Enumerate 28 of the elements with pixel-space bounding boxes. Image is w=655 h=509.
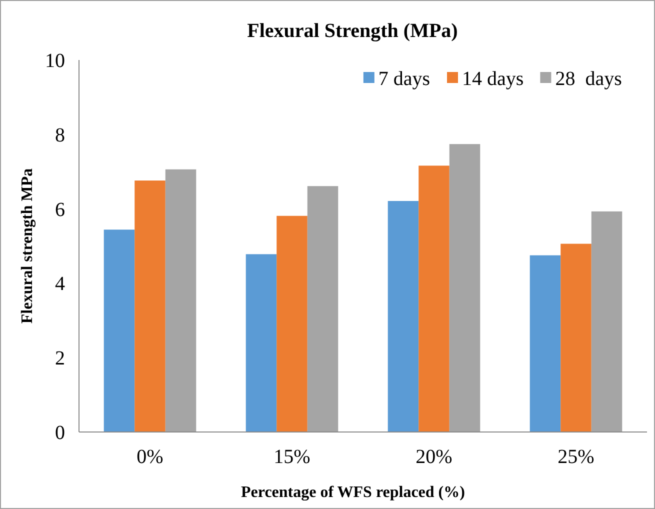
x-axis-title: Percentage of WFS replaced (%) xyxy=(241,484,465,501)
bar xyxy=(449,144,480,432)
bar xyxy=(388,200,419,432)
y-tick-label: 10 xyxy=(45,50,65,72)
bar xyxy=(246,254,277,432)
bar xyxy=(591,211,622,432)
y-tick-label: 8 xyxy=(55,124,65,146)
y-axis-title: Flexural strength MPa xyxy=(19,168,36,324)
x-tick-label: 0% xyxy=(136,446,164,468)
legend-label: 28 days xyxy=(555,68,622,90)
y-tick-label: 6 xyxy=(55,198,65,221)
bar xyxy=(276,216,308,432)
x-tick-label: 15% xyxy=(274,446,310,468)
bar xyxy=(418,166,450,432)
legend-label: 14 days xyxy=(462,68,524,90)
y-tick-label: 2 xyxy=(55,348,65,370)
bar xyxy=(560,244,592,432)
legend-label: 7 days xyxy=(378,68,430,90)
x-tick-label: 20% xyxy=(416,446,452,468)
bar xyxy=(134,180,166,432)
bar xyxy=(165,169,196,432)
x-tick-label: 25% xyxy=(558,446,594,468)
bar xyxy=(307,186,338,432)
chart-title: Flexural Strength (MPa) xyxy=(247,20,458,42)
y-tick-label: 4 xyxy=(55,273,65,296)
y-tick-label: 0 xyxy=(55,422,65,444)
bar xyxy=(530,255,561,432)
bar xyxy=(104,230,135,432)
